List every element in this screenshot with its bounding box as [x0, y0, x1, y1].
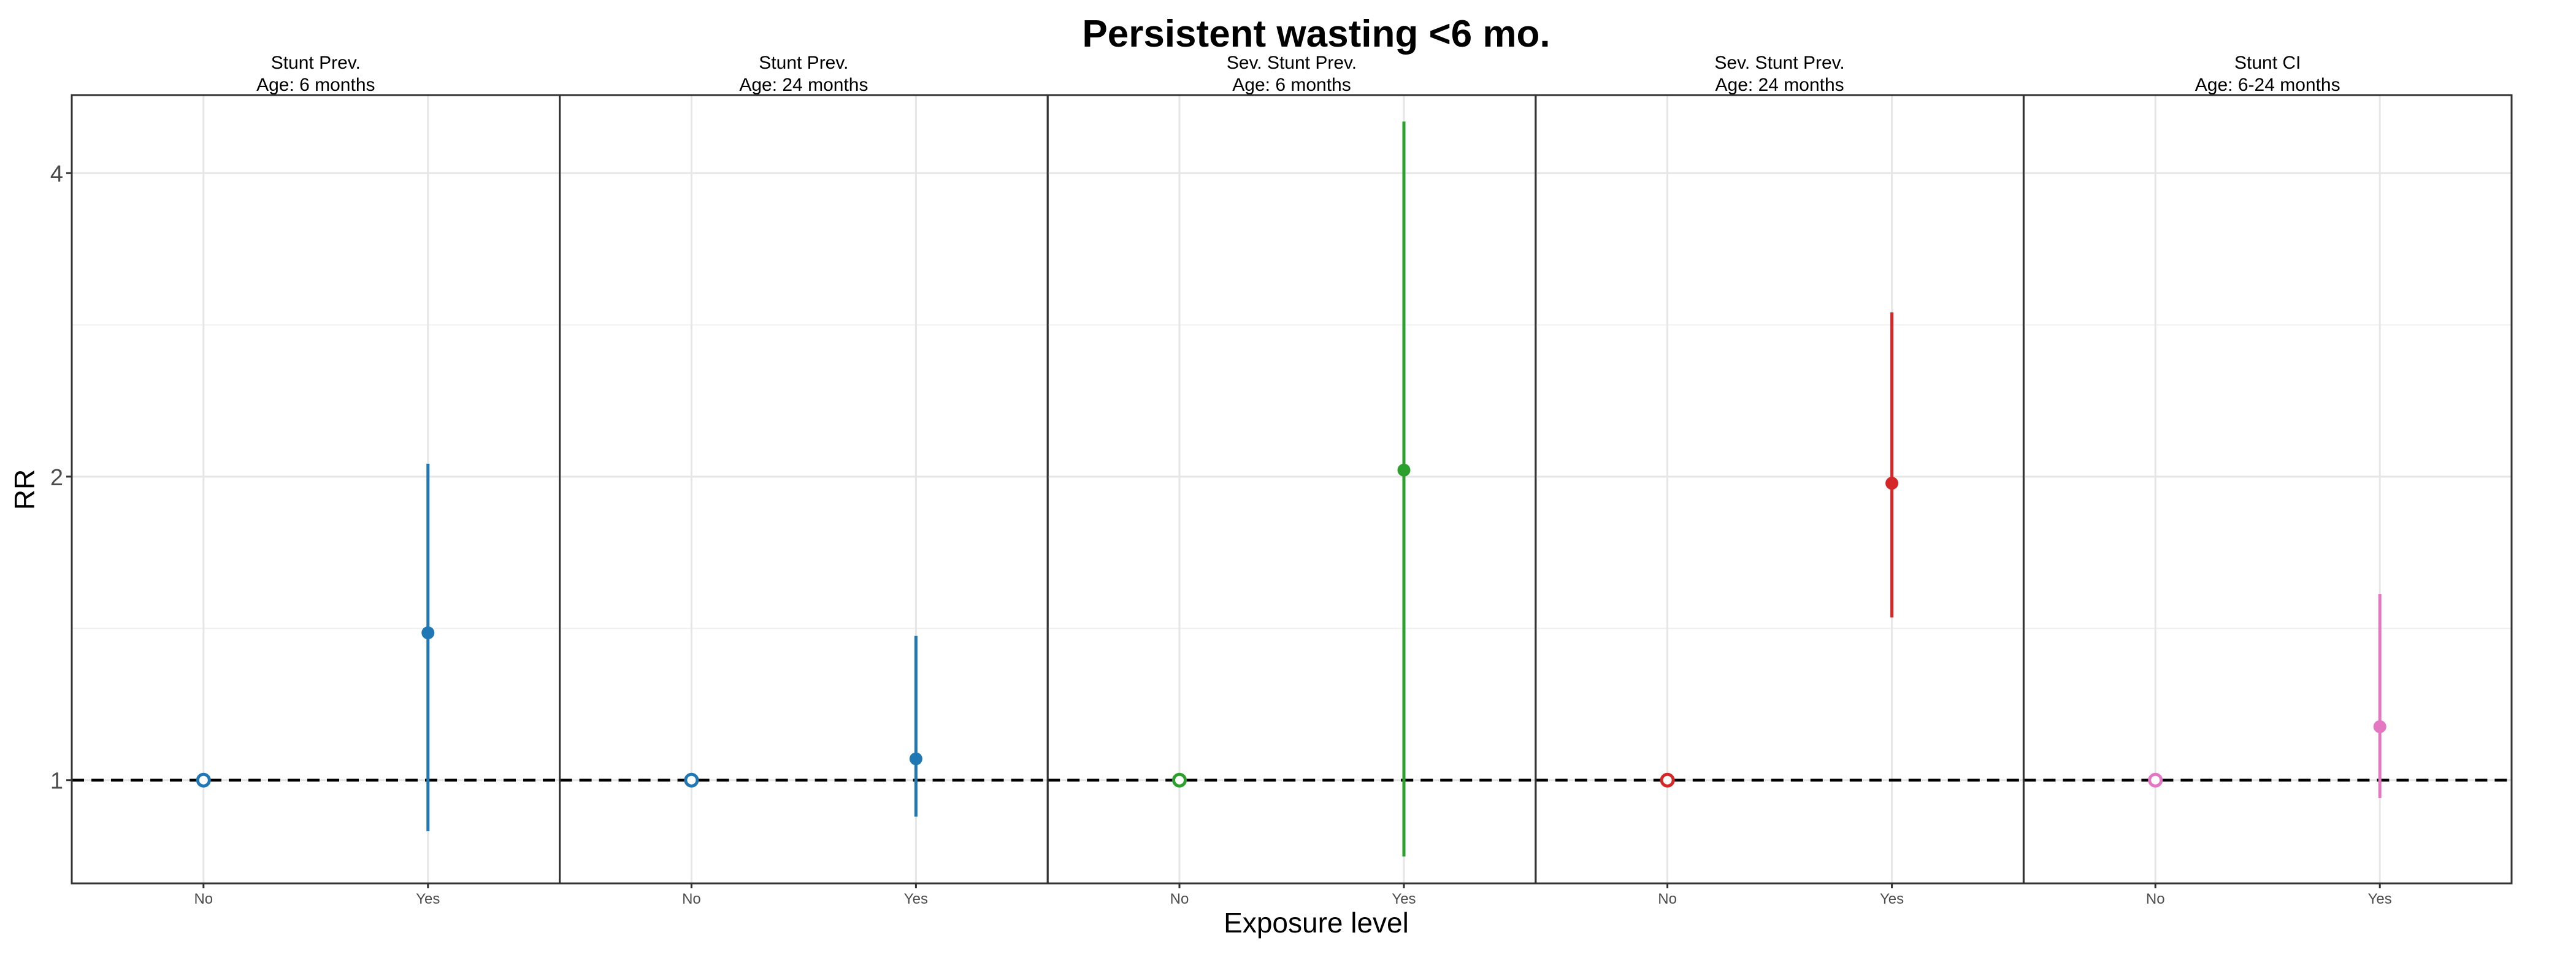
- x-tick-label: No: [194, 891, 213, 907]
- y-tick-label: 2: [50, 465, 63, 491]
- panel-title-line2: Age: 6 months: [256, 75, 375, 95]
- panel-2: Stunt Prev.Age: 24 months No Yes: [559, 53, 1049, 907]
- reference-point: [1172, 772, 1187, 788]
- estimate-point: [2373, 720, 2386, 733]
- panel-title-line2: Age: 24 months: [739, 75, 868, 95]
- y-tick-label: 4: [50, 161, 63, 187]
- x-tick-label: Yes: [416, 891, 440, 907]
- panel-border: [2022, 94, 2513, 885]
- y-tick-label: 1: [50, 769, 63, 794]
- x-axis-label: Exposure level: [1224, 907, 1409, 939]
- x-tick-label: No: [2146, 891, 2165, 907]
- panel-title-line2: Age: 24 months: [1715, 75, 1844, 95]
- x-tick-label: No: [1170, 891, 1189, 907]
- x-tick-label: Yes: [1880, 891, 1904, 907]
- reference-point: [684, 772, 699, 788]
- panel-title-line1: Stunt Prev.: [759, 53, 848, 73]
- estimate-point: [1885, 477, 1899, 490]
- reference-point: [2148, 772, 2163, 788]
- panel-title-line1: Stunt CI: [2234, 53, 2301, 73]
- x-tick-label: Yes: [2368, 891, 2392, 907]
- x-tick-label: Yes: [904, 891, 928, 907]
- y-axis-label: RR: [9, 469, 40, 510]
- reference-point: [196, 772, 211, 788]
- panel-4: Sev. Stunt Prev.Age: 24 months No Yes: [1535, 53, 2025, 907]
- reference-point: [1660, 772, 1675, 788]
- x-tick-label: No: [682, 891, 701, 907]
- panel-title-line1: Stunt Prev.: [271, 53, 361, 73]
- panel-title-line2: Age: 6-24 months: [2195, 75, 2340, 95]
- panel-title-line1: Sev. Stunt Prev.: [1227, 53, 1357, 73]
- x-tick-label: No: [1658, 891, 1677, 907]
- panel-1: Stunt Prev.Age: 6 months No Yes: [71, 53, 561, 907]
- estimate-point: [421, 626, 435, 640]
- estimate-point: [1397, 463, 1411, 477]
- panel-title-line1: Sev. Stunt Prev.: [1714, 53, 1844, 73]
- estimate-point: [909, 752, 922, 766]
- chart-title: Persistent wasting <6 mo.: [1082, 13, 1550, 55]
- x-tick-label: Yes: [1392, 891, 1416, 907]
- panel-title-line2: Age: 6 months: [1232, 75, 1351, 95]
